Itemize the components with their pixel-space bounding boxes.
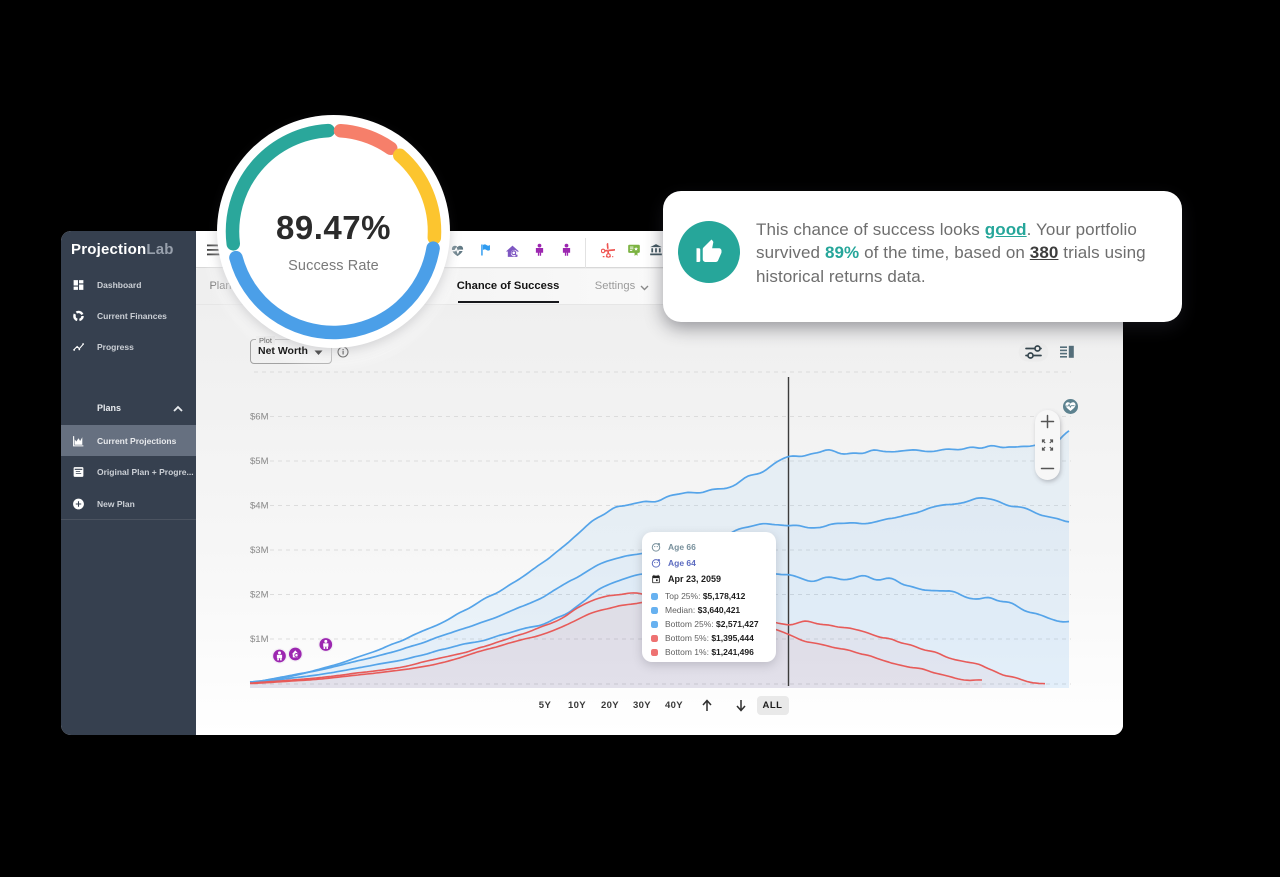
svg-text:$5M: $5M [250,456,269,467]
svg-text:$1M: $1M [250,634,269,645]
svg-text:$3M: $3M [250,545,269,556]
svg-text:$6M: $6M [250,412,269,423]
svg-text:$4M: $4M [250,501,269,512]
svg-text:$2M: $2M [250,590,269,601]
